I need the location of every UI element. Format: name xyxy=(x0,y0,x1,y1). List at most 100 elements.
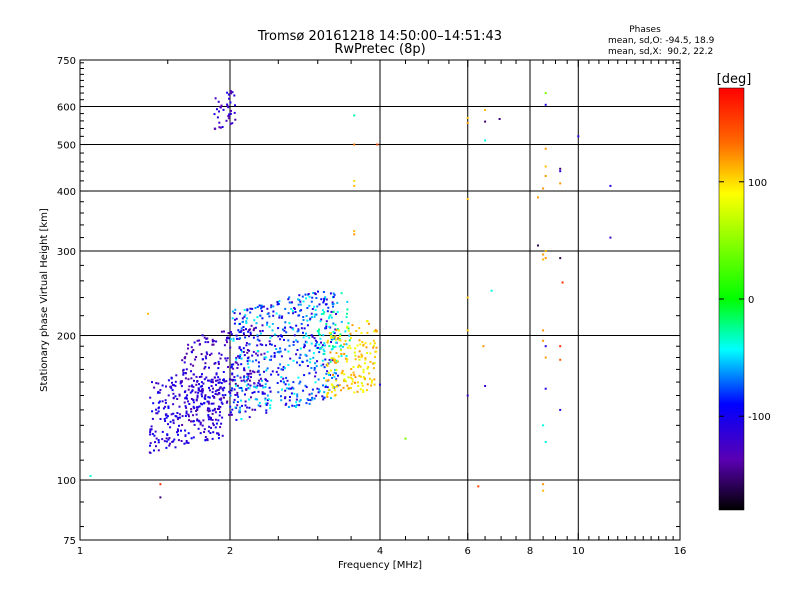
data-point xyxy=(228,113,231,116)
data-point xyxy=(292,328,295,331)
data-point xyxy=(311,398,314,401)
data-point xyxy=(261,329,264,332)
data-point xyxy=(346,326,348,329)
data-point xyxy=(165,446,168,449)
data-point xyxy=(330,341,332,343)
data-point xyxy=(292,340,295,343)
data-point xyxy=(157,410,160,413)
data-point xyxy=(204,394,207,397)
data-point xyxy=(167,394,170,397)
data-point xyxy=(324,358,327,361)
data-point xyxy=(249,369,252,372)
data-point xyxy=(264,378,267,381)
data-point xyxy=(328,315,331,318)
data-point xyxy=(207,414,210,417)
data-point xyxy=(171,389,174,392)
data-point xyxy=(336,328,339,330)
data-point xyxy=(243,375,246,378)
data-point xyxy=(261,384,264,387)
data-point xyxy=(361,341,364,343)
data-point xyxy=(248,328,251,331)
data-point xyxy=(263,352,266,355)
data-point xyxy=(340,372,343,375)
data-point xyxy=(350,382,353,385)
data-point xyxy=(211,343,214,346)
data-point xyxy=(256,344,259,347)
data-point xyxy=(404,437,407,440)
data-point xyxy=(325,379,328,382)
data-point xyxy=(188,419,190,422)
data-point xyxy=(322,301,325,304)
data-point xyxy=(217,388,220,391)
data-point xyxy=(232,339,235,342)
data-point xyxy=(295,401,298,404)
data-point xyxy=(187,413,190,416)
data-point xyxy=(194,391,197,394)
data-point xyxy=(340,320,343,323)
data-point xyxy=(313,315,316,318)
data-point xyxy=(338,384,341,387)
data-point xyxy=(329,351,332,354)
data-point xyxy=(323,366,326,369)
data-point xyxy=(370,384,373,387)
data-point xyxy=(358,358,361,361)
data-point xyxy=(296,404,299,407)
data-point xyxy=(347,327,350,330)
data-point xyxy=(229,112,232,115)
data-point xyxy=(214,362,217,364)
data-point xyxy=(256,306,259,308)
data-point xyxy=(248,335,250,338)
data-point xyxy=(219,426,222,429)
data-point xyxy=(233,322,236,325)
legend-line-x: mean, sd,X: 90.2, 22.2 xyxy=(608,47,713,57)
data-point xyxy=(342,386,345,389)
data-point xyxy=(217,100,220,103)
data-point xyxy=(328,325,331,328)
data-point xyxy=(330,333,332,336)
data-point xyxy=(258,383,261,386)
data-point xyxy=(235,356,238,359)
data-point xyxy=(277,367,280,370)
data-point xyxy=(149,444,151,447)
data-point xyxy=(346,300,349,303)
data-point xyxy=(276,301,279,303)
data-point xyxy=(347,322,350,325)
data-point xyxy=(185,410,188,413)
data-point xyxy=(245,379,248,382)
data-point xyxy=(344,357,347,360)
y-tick-label: 750 xyxy=(57,56,76,67)
data-point xyxy=(192,373,195,376)
data-point xyxy=(185,412,188,415)
data-point xyxy=(372,346,375,349)
data-point xyxy=(256,338,259,341)
x-tick-labels: 1 2 4 6 8 10 16 xyxy=(77,546,687,557)
data-point xyxy=(559,182,562,185)
chart-title: Tromsø 20161218 14:50:00–14:51:43 xyxy=(257,29,502,44)
data-point xyxy=(276,382,279,384)
data-point xyxy=(193,423,196,426)
data-point xyxy=(244,404,247,407)
data-point xyxy=(302,319,305,321)
y-tick-label: 75 xyxy=(63,536,76,547)
data-point xyxy=(218,110,220,113)
data-point xyxy=(213,376,216,379)
data-point xyxy=(176,428,179,431)
data-point xyxy=(313,305,316,308)
data-point xyxy=(283,367,286,370)
data-point xyxy=(211,395,214,398)
data-point xyxy=(185,441,188,444)
data-point xyxy=(328,374,331,376)
data-point xyxy=(227,366,229,368)
data-point xyxy=(325,384,327,387)
data-point xyxy=(299,353,302,356)
data-point xyxy=(245,342,248,344)
data-point xyxy=(265,356,268,359)
data-point xyxy=(253,385,256,388)
data-point xyxy=(335,352,338,354)
data-point xyxy=(303,346,305,349)
data-point xyxy=(184,377,187,380)
data-point xyxy=(261,392,264,395)
data-point xyxy=(345,316,348,319)
data-point xyxy=(234,361,237,364)
data-point xyxy=(347,387,350,390)
